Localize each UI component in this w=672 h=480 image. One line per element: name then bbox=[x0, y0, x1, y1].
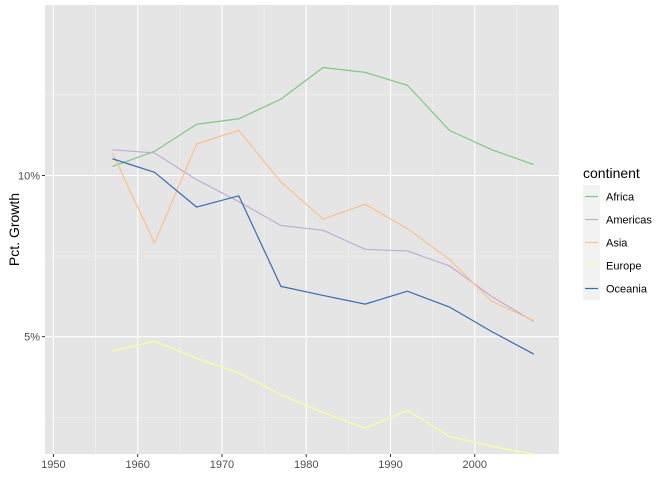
x-tick-label: 1980 bbox=[294, 459, 318, 471]
legend: continent Africa Americas Asia Europe Oceani… bbox=[583, 165, 652, 300]
x-tick-label: 1990 bbox=[378, 459, 402, 471]
y-tick-label: 10% bbox=[18, 171, 40, 183]
series-line-americas bbox=[112, 149, 535, 323]
x-tick-label: 1970 bbox=[210, 459, 234, 471]
x-tick-label: 1960 bbox=[125, 459, 149, 471]
legend-label-asia: Asia bbox=[606, 238, 628, 250]
series-line-africa bbox=[112, 66, 534, 168]
grid-minor bbox=[45, 5, 559, 454]
legend-title: continent bbox=[583, 165, 640, 181]
series-line-asia bbox=[111, 129, 534, 322]
x-tick-label: 1950 bbox=[41, 459, 65, 471]
plot-panel-background bbox=[45, 5, 559, 454]
legend-label-americas: Americas bbox=[606, 215, 652, 227]
legend-label-europe: Europe bbox=[606, 261, 641, 273]
series-line-europe bbox=[112, 340, 534, 455]
series-line-oceania bbox=[112, 158, 535, 355]
y-axis: 5% 10% bbox=[18, 171, 45, 344]
series-lines bbox=[111, 66, 535, 455]
y-axis-title: Pct. Growth bbox=[6, 193, 22, 266]
y-tick-label: 5% bbox=[24, 332, 40, 344]
legend-label-africa: Africa bbox=[606, 192, 635, 204]
x-tick-label: 2000 bbox=[462, 459, 486, 471]
legend-label-oceania: Oceania bbox=[606, 284, 648, 296]
x-axis: 1950 1960 1970 1980 1990 2000 bbox=[41, 454, 487, 471]
